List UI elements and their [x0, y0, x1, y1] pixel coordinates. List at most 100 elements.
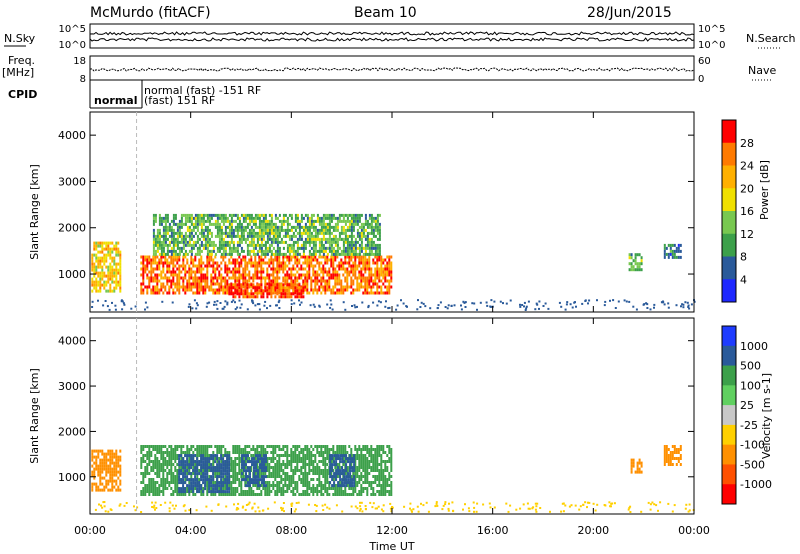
data-cell — [105, 479, 108, 483]
data-cell — [348, 285, 351, 289]
data-cell — [256, 445, 259, 448]
data-cell — [150, 445, 153, 448]
data-cell — [192, 451, 195, 454]
data-cell — [326, 457, 329, 460]
data-cell — [292, 249, 295, 253]
data-cell — [254, 291, 257, 295]
data-cell — [200, 216, 203, 220]
data-cell — [224, 270, 227, 274]
ground-scatter-cell — [623, 299, 626, 302]
data-cell — [146, 258, 149, 262]
data-cell — [360, 460, 363, 463]
data-cell — [260, 213, 263, 217]
data-cell — [328, 240, 331, 244]
data-cell — [210, 475, 213, 479]
data-cell — [170, 225, 173, 229]
data-cell — [162, 484, 165, 487]
data-cell — [228, 454, 231, 458]
data-cell — [146, 285, 149, 289]
data-cell — [342, 445, 345, 448]
data-cell — [344, 493, 347, 496]
data-cell — [677, 249, 680, 253]
data-cell — [292, 460, 295, 463]
data-cell — [268, 234, 271, 238]
data-cell — [264, 225, 267, 229]
data-cell — [288, 478, 291, 481]
data-cell — [344, 451, 347, 454]
data-cell — [200, 475, 203, 479]
data-cell — [190, 490, 193, 493]
data-cell — [140, 448, 143, 451]
data-cell — [268, 283, 271, 287]
data-cell — [332, 478, 335, 481]
data-cell — [276, 445, 279, 448]
data-cell — [160, 222, 163, 226]
data-cell — [206, 270, 209, 274]
colorbar-tick-label: 4 — [740, 273, 747, 286]
data-cell — [320, 291, 323, 295]
data-cell — [210, 469, 213, 473]
data-cell — [248, 228, 251, 232]
data-cell — [224, 231, 227, 235]
data-cell — [180, 445, 183, 448]
ground-scatter-cell — [453, 304, 456, 307]
data-cell — [95, 455, 98, 459]
data-cell — [358, 282, 361, 286]
data-cell — [154, 493, 157, 496]
data-cell — [194, 222, 197, 226]
data-cell — [320, 484, 323, 487]
data-cell — [366, 231, 369, 235]
data-cell — [244, 451, 247, 454]
data-cell — [310, 213, 313, 217]
data-cell — [105, 253, 108, 257]
data-cell — [158, 267, 161, 271]
data-cell — [308, 276, 311, 280]
data-cell — [368, 249, 371, 253]
ground-scatter-cell — [256, 303, 259, 306]
data-cell — [230, 490, 233, 493]
data-cell — [222, 216, 225, 220]
data-cell — [382, 484, 385, 487]
data-cell — [192, 243, 195, 247]
data-cell — [296, 216, 299, 220]
data-cell — [200, 460, 203, 464]
data-cell — [97, 241, 100, 245]
data-cell — [119, 470, 122, 474]
data-cell — [344, 213, 347, 217]
data-cell — [144, 285, 147, 289]
data-cell — [324, 490, 327, 493]
data-cell — [362, 258, 365, 262]
data-cell — [280, 466, 283, 469]
data-cell — [280, 478, 283, 481]
data-cell — [286, 475, 289, 478]
data-cell — [188, 460, 191, 463]
data-cell — [228, 261, 231, 265]
data-cell — [234, 295, 237, 299]
data-cell — [190, 219, 193, 223]
data-cell — [208, 243, 211, 247]
data-cell — [300, 289, 303, 293]
data-cell — [224, 481, 227, 485]
data-cell — [308, 231, 311, 235]
data-cell — [378, 255, 381, 259]
data-cell — [152, 219, 155, 223]
data-cell — [210, 285, 213, 289]
ground-scatter-cell — [239, 306, 242, 309]
data-cell — [198, 490, 201, 494]
data-cell — [344, 279, 347, 283]
data-cell — [284, 234, 287, 238]
data-cell — [278, 463, 281, 466]
data-cell — [328, 231, 331, 235]
data-cell — [95, 253, 98, 257]
data-cell — [342, 213, 345, 217]
data-cell — [268, 286, 271, 290]
data-cell — [362, 469, 365, 472]
data-cell — [105, 265, 108, 269]
data-cell — [172, 288, 175, 292]
data-cell — [252, 222, 255, 226]
data-cell — [93, 482, 96, 486]
data-cell — [330, 219, 333, 223]
data-cell — [204, 273, 207, 277]
data-cell — [246, 264, 249, 268]
ground-scatter-cell — [519, 305, 522, 308]
